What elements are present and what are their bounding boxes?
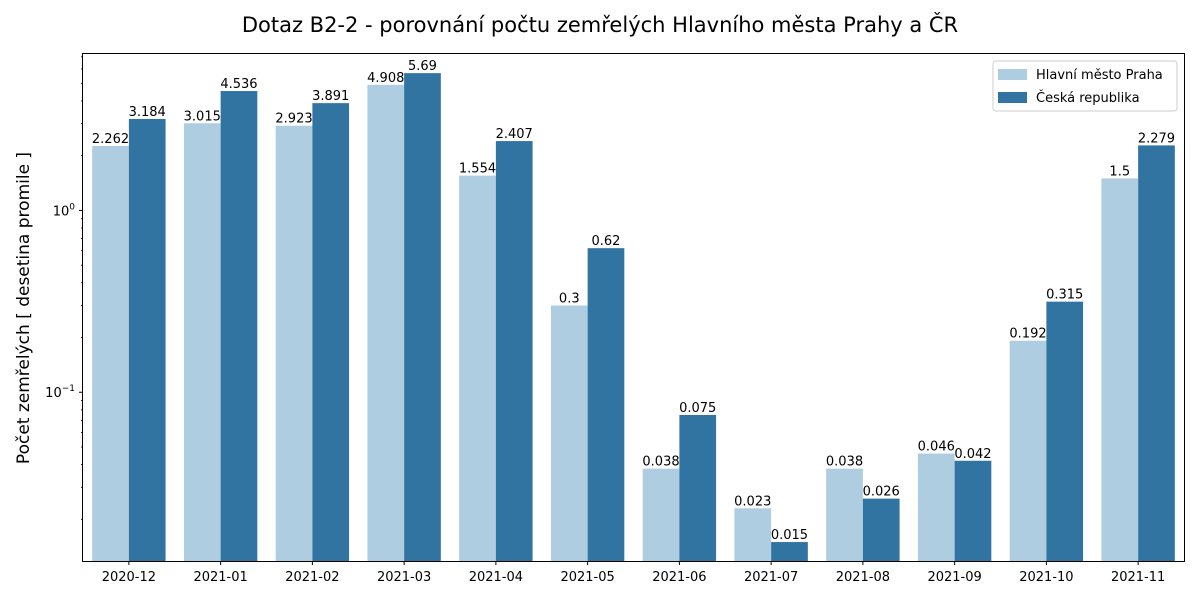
data-label: 0.015 <box>771 528 808 543</box>
bar-praha-2021-03 <box>367 84 405 561</box>
data-label: 2.262 <box>92 132 129 147</box>
legend-label: Česká republika <box>1036 90 1140 106</box>
bar-praha-2021-01 <box>183 123 221 561</box>
data-label: 1.5 <box>1109 164 1130 179</box>
legend-box <box>992 60 1178 112</box>
data-label: 0.62 <box>592 234 621 249</box>
data-label: 3.891 <box>312 89 349 104</box>
plot-frame <box>82 53 1185 562</box>
data-label: 3.015 <box>184 109 221 124</box>
legend-swatch <box>998 92 1027 103</box>
bar-cr-2021-03 <box>404 73 441 561</box>
data-label: 4.536 <box>220 77 257 92</box>
bar-praha-2021-11 <box>1101 178 1139 561</box>
bar-praha-2020-12 <box>92 145 129 561</box>
legend: Hlavní město Praha Česká republika <box>992 60 1178 112</box>
bar-cr-2021-02 <box>312 103 350 561</box>
bar-praha-2021-02 <box>275 125 313 561</box>
data-label: 3.184 <box>129 105 166 120</box>
data-label: 0.315 <box>1046 288 1083 303</box>
bar-cr-2021-08 <box>862 498 900 561</box>
bar-praha-2021-06 <box>642 468 680 561</box>
data-label: 0.023 <box>734 494 771 509</box>
x-tick-label: 2021-04 <box>469 570 523 585</box>
x-tick-label: 2021-06 <box>652 570 706 585</box>
legend-swatch <box>998 69 1027 80</box>
chart-title: Dotaz B2-2 - porovnání počtu zemřelých H… <box>242 12 958 37</box>
data-label: 1.554 <box>459 162 496 177</box>
bar-cr-2021-11 <box>1138 145 1175 561</box>
y-tick-label: 10−1 <box>45 384 75 401</box>
bar-cr-2021-09 <box>954 460 992 561</box>
data-label: 4.908 <box>367 71 404 86</box>
data-label: 0.042 <box>954 447 991 462</box>
x-tick-label: 2021-01 <box>193 570 247 585</box>
x-tick-label: 2021-09 <box>927 570 981 585</box>
data-label: 5.69 <box>408 59 437 74</box>
data-label: 0.075 <box>679 401 716 416</box>
data-label: 0.026 <box>863 485 900 500</box>
bar-cr-2021-06 <box>679 414 717 561</box>
x-tick-label: 2021-02 <box>285 570 339 585</box>
bar-cr-2021-04 <box>495 141 533 561</box>
x-tick-label: 2020-12 <box>102 570 156 585</box>
bar-cr-2021-01 <box>220 91 258 561</box>
x-tick-label: 2021-05 <box>560 570 614 585</box>
x-tick-label: 2021-07 <box>744 570 798 585</box>
x-tick-label: 2021-03 <box>377 570 431 585</box>
bar-praha-2021-08 <box>826 468 863 561</box>
bar-praha-2021-09 <box>917 453 955 561</box>
x-tick-label: 2021-10 <box>1019 570 1073 585</box>
x-tick-label: 2021-11 <box>1111 570 1165 585</box>
bar-praha-2021-04 <box>459 175 496 561</box>
bar-praha-2021-07 <box>734 508 772 561</box>
data-label: 0.3 <box>559 292 580 307</box>
bar-cr-2021-10 <box>1046 301 1084 561</box>
y-tick-label: 100 <box>53 202 76 219</box>
data-label: 0.038 <box>826 455 863 470</box>
bar-cr-2021-05 <box>587 248 625 561</box>
bar-cr-2020-12 <box>128 118 166 561</box>
data-label: 0.192 <box>1009 327 1046 342</box>
data-label: 2.923 <box>275 112 312 127</box>
y-axis-label: Počet zemřelých [ desetina promile ] <box>14 152 34 464</box>
bar-cr-2021-07 <box>771 542 808 561</box>
data-label: 2.279 <box>1138 131 1175 146</box>
bar-praha-2021-10 <box>1009 340 1047 561</box>
legend-label: Hlavní město Praha <box>1036 68 1163 83</box>
data-label: 0.038 <box>642 455 679 470</box>
bar-praha-2021-05 <box>550 305 588 561</box>
data-label: 0.046 <box>918 440 955 455</box>
data-label: 2.407 <box>496 127 533 142</box>
x-tick-label: 2021-08 <box>836 570 890 585</box>
